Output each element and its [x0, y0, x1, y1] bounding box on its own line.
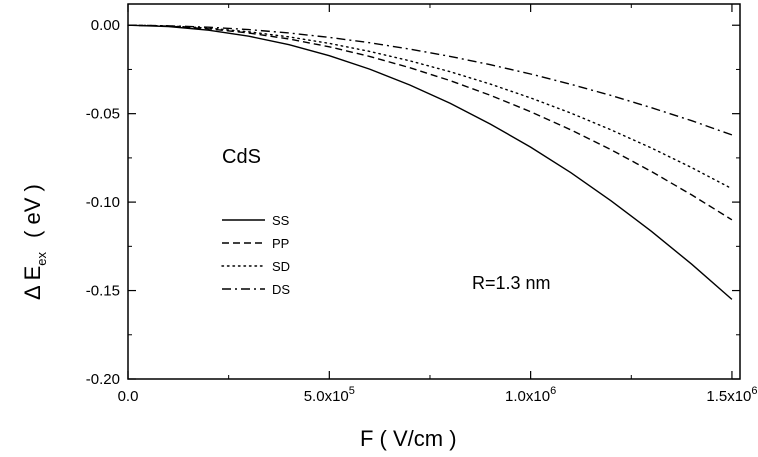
- y-tick-label: -0.20: [86, 371, 120, 388]
- series-line-ss: [127, 24, 733, 300]
- y-axis-label-main: Δ E: [20, 266, 45, 300]
- x-axis-label: F ( V/cm ): [360, 426, 457, 451]
- x-tick-label: 1.0x106: [505, 385, 556, 405]
- legend-label-ss: SS: [272, 213, 290, 228]
- legend-label-sd: SD: [272, 259, 290, 274]
- legend-label-ds: DS: [272, 282, 290, 297]
- y-axis-ticks: 0.00 -0.05 -0.10 -0.15 -0.20: [86, 17, 740, 388]
- series-line-sd: [127, 24, 733, 190]
- svg-text:Δ Eex( eV ): Δ Eex ( eV ): [20, 184, 49, 300]
- material-annotation: CdS: [222, 146, 261, 168]
- y-axis-label-sub: ex: [34, 251, 49, 265]
- y-tick-label: -0.05: [86, 106, 120, 123]
- y-tick-label: 0.00: [91, 17, 120, 34]
- y-tick-label: -0.15: [86, 283, 120, 300]
- x-tick-label: 1.5x106: [706, 385, 757, 405]
- x-axis-ticks: 0.0 5.0x105 1.0x106 1.5x106: [118, 4, 758, 405]
- plot-frame: [127, 3, 741, 380]
- x-tick-label: 5.0x105: [304, 385, 355, 405]
- series-line-ds: [127, 24, 733, 136]
- x-tick-label: 0.0: [118, 388, 139, 405]
- series-lines: [127, 24, 733, 300]
- y-tick-label: -0.10: [86, 194, 120, 211]
- legend-label-pp: PP: [272, 236, 289, 251]
- legend: SS PP SD DS: [221, 213, 290, 297]
- series-line-pp: [127, 24, 733, 221]
- y-axis-label-unit: ( eV ): [20, 184, 45, 238]
- radius-annotation: R=1.3 nm: [472, 273, 551, 293]
- y-axis-label: Δ Eex ( eV ): [20, 184, 49, 300]
